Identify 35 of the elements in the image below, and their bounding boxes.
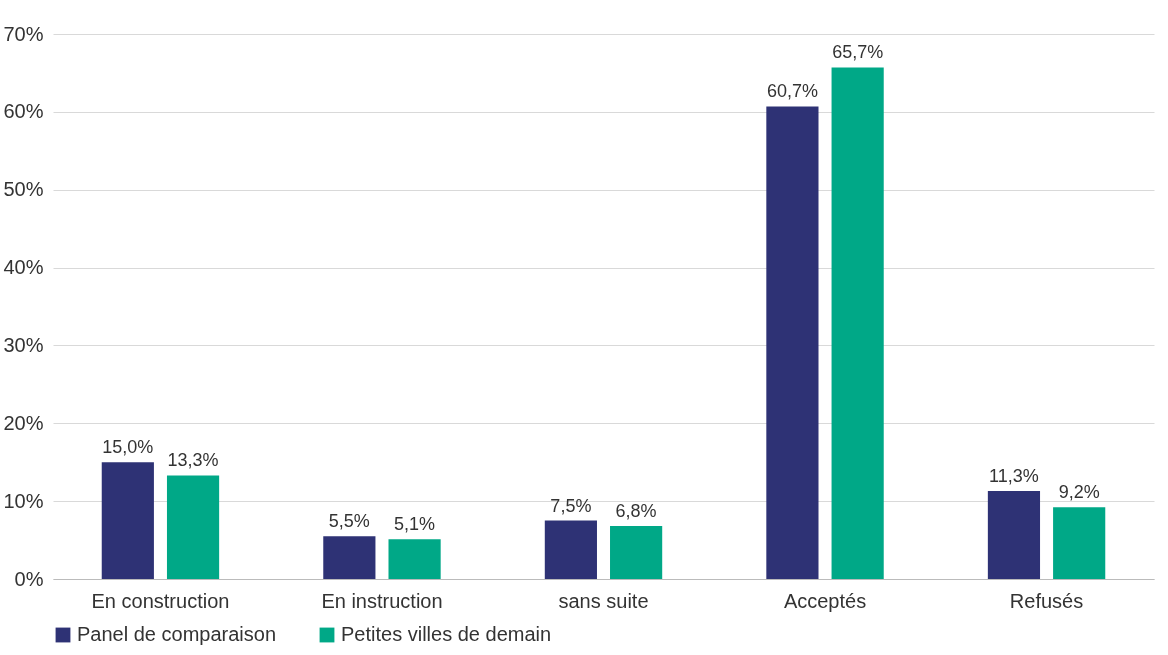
data-label: 9,2%	[1058, 482, 1100, 503]
bar	[831, 67, 884, 579]
data-label: 65,7%	[832, 42, 884, 63]
legend-label: Panel de comparaison	[77, 623, 277, 645]
bar	[166, 475, 220, 579]
y-tick-label: 30%	[3, 333, 44, 356]
x-tick-label: Refusés	[1009, 589, 1084, 612]
data-label: 6,8%	[615, 501, 657, 522]
bar	[610, 526, 663, 579]
legend-label: Petites villes de demain	[341, 623, 552, 645]
y-tick-label: 50%	[3, 178, 44, 201]
y-tick-label: 40%	[3, 256, 44, 279]
bar	[101, 462, 154, 579]
y-tick-label: 60%	[3, 100, 44, 123]
data-label: 5,5%	[328, 511, 370, 532]
y-tick-label: 20%	[3, 411, 44, 434]
data-label: 60,7%	[766, 81, 818, 102]
x-tick-label: Acceptés	[783, 589, 867, 612]
bar	[323, 536, 376, 579]
data-label: 11,3%	[989, 466, 1039, 487]
data-label: 13,3%	[167, 450, 219, 471]
bar	[766, 106, 819, 579]
bar	[1053, 507, 1106, 579]
bar	[388, 539, 441, 579]
x-tick-label: sans suite	[558, 589, 649, 612]
bar	[987, 491, 1041, 579]
y-tick-label: 0%	[14, 567, 44, 590]
data-label: 5,1%	[394, 514, 436, 535]
data-label: 7,5%	[550, 495, 592, 516]
x-tick-label: En instruction	[321, 589, 443, 612]
y-tick-label: 10%	[3, 489, 44, 512]
bar	[544, 520, 597, 579]
y-tick-label: 70%	[3, 22, 44, 45]
data-label: 15,0%	[102, 437, 154, 458]
x-tick-label: En construction	[91, 589, 230, 612]
